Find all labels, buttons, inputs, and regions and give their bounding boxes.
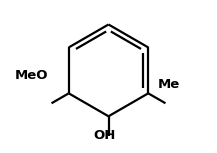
- Text: MeO: MeO: [15, 69, 48, 82]
- Text: Me: Me: [158, 78, 180, 91]
- Text: OH: OH: [94, 129, 116, 142]
